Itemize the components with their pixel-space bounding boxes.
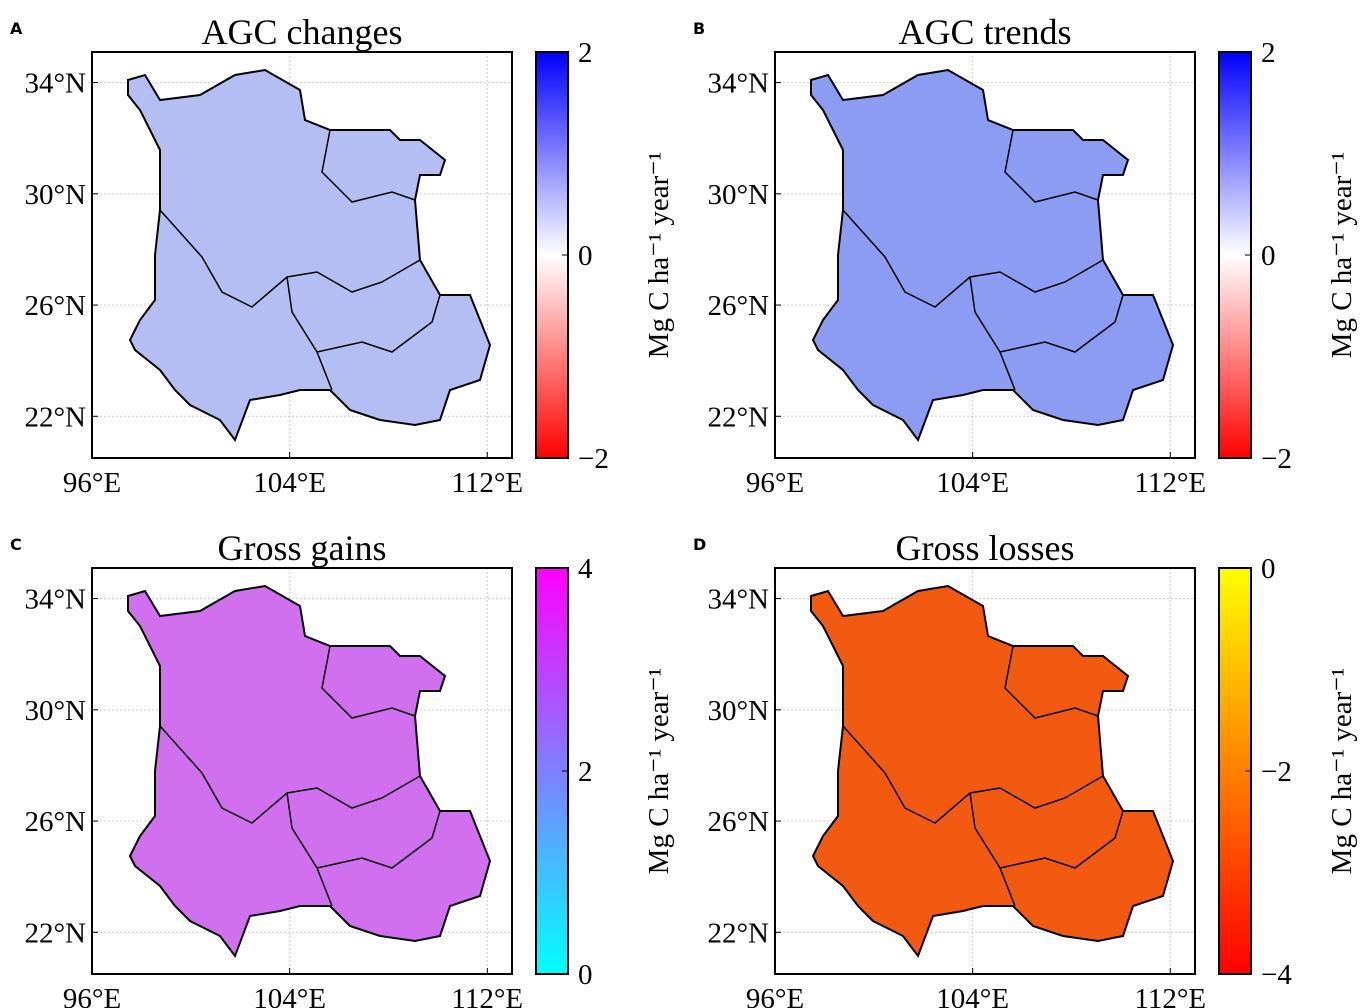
boundary bbox=[999, 294, 1124, 353]
panel-letter: C bbox=[10, 535, 22, 554]
boundary bbox=[321, 129, 416, 203]
colorbar-tick-label: 0 bbox=[1261, 240, 1276, 272]
colorbar-tick-label: 0 bbox=[1261, 553, 1276, 585]
x-tick-label: 112°E bbox=[1134, 983, 1206, 1008]
boundary bbox=[321, 645, 416, 719]
y-tick-label: 26°N bbox=[707, 290, 769, 322]
axes-frame bbox=[91, 51, 513, 459]
panel-letter: B bbox=[693, 19, 705, 38]
panel-title: Gross gains bbox=[218, 528, 387, 568]
axes-frame bbox=[91, 567, 513, 975]
y-tick-label: 34°N bbox=[707, 68, 769, 100]
x-tick-label: 104°E bbox=[253, 467, 326, 499]
colorbar-label: Mg C ha⁻¹ year⁻¹ bbox=[1326, 668, 1358, 875]
x-tick-label: 112°E bbox=[451, 983, 523, 1008]
y-tick-label: 26°N bbox=[707, 806, 769, 838]
region bbox=[127, 584, 492, 959]
region bbox=[810, 68, 1175, 443]
x-tick-label: 104°E bbox=[936, 983, 1009, 1008]
panel-title: AGC changes bbox=[202, 12, 403, 52]
colorbar-tick-label: 2 bbox=[578, 756, 593, 788]
x-tick-label: 112°E bbox=[451, 467, 523, 499]
colorbar-tick-label: −2 bbox=[1261, 756, 1292, 788]
y-tick-label: 34°N bbox=[24, 68, 86, 100]
y-tick-label: 30°N bbox=[24, 179, 86, 211]
y-tick-label: 22°N bbox=[707, 401, 769, 433]
colorbar-tick-label: 0 bbox=[578, 240, 593, 272]
panel: A AGC changes 96°E 104°E 112°E 22°N 26°N 30°N 34… bbox=[10, 12, 675, 499]
colorbar-tick-label: −2 bbox=[1261, 443, 1292, 475]
colorbar-tick-label: 2 bbox=[578, 37, 593, 69]
x-tick-label: 96°E bbox=[746, 467, 804, 499]
panel-letter: D bbox=[693, 535, 706, 554]
colorbar-tick-label: −2 bbox=[578, 443, 609, 475]
axes-frame bbox=[774, 51, 1196, 459]
colorbar-label: Mg C ha⁻¹ year⁻¹ bbox=[643, 668, 675, 875]
panel: D Gross losses 96°E 104°E 112°E 22°N 26°N 30°N 3… bbox=[693, 528, 1358, 1008]
boundary bbox=[999, 810, 1124, 869]
x-tick-label: 96°E bbox=[63, 983, 121, 1008]
y-tick-label: 22°N bbox=[24, 401, 86, 433]
colorbar-label: Mg C ha⁻¹ year⁻¹ bbox=[643, 152, 675, 359]
boundary bbox=[1004, 129, 1099, 203]
boundary bbox=[1004, 645, 1099, 719]
panel-letter: A bbox=[10, 19, 23, 38]
y-tick-label: 22°N bbox=[24, 917, 86, 949]
panel: B AGC trends 96°E 104°E 112°E 22°N 26°N 30°N 34°… bbox=[693, 12, 1358, 499]
y-tick-label: 26°N bbox=[24, 806, 86, 838]
boundary bbox=[969, 792, 1016, 907]
y-tick-label: 30°N bbox=[707, 179, 769, 211]
panel-title: AGC trends bbox=[899, 12, 1072, 52]
y-tick-label: 30°N bbox=[707, 695, 769, 727]
x-tick-label: 96°E bbox=[63, 467, 121, 499]
colorbar-label: Mg C ha⁻¹ year⁻¹ bbox=[1326, 152, 1358, 359]
x-tick-label: 112°E bbox=[1134, 467, 1206, 499]
boundary bbox=[316, 810, 441, 869]
y-tick-label: 26°N bbox=[24, 290, 86, 322]
panel: C Gross gains 96°E 104°E 112°E 22°N 26°N 30°N 34… bbox=[10, 528, 675, 1008]
panel-title: Gross losses bbox=[895, 528, 1074, 568]
colorbar-tick-label: 0 bbox=[578, 959, 593, 991]
colorbar-tick-label: 4 bbox=[578, 553, 593, 585]
y-tick-label: 34°N bbox=[24, 584, 86, 616]
colorbar-tick-label: 2 bbox=[1261, 37, 1276, 69]
boundary bbox=[969, 276, 1016, 391]
axes-frame bbox=[774, 567, 1196, 975]
y-tick-label: 22°N bbox=[707, 917, 769, 949]
x-tick-label: 96°E bbox=[746, 983, 804, 1008]
region bbox=[127, 68, 492, 443]
colorbar-tick-label: −4 bbox=[1261, 959, 1292, 991]
x-tick-label: 104°E bbox=[936, 467, 1009, 499]
region bbox=[810, 584, 1175, 959]
boundary bbox=[286, 792, 333, 907]
x-tick-label: 104°E bbox=[253, 983, 326, 1008]
boundary bbox=[286, 276, 333, 391]
y-tick-label: 34°N bbox=[707, 584, 769, 616]
y-tick-label: 30°N bbox=[24, 695, 86, 727]
boundary bbox=[316, 294, 441, 353]
